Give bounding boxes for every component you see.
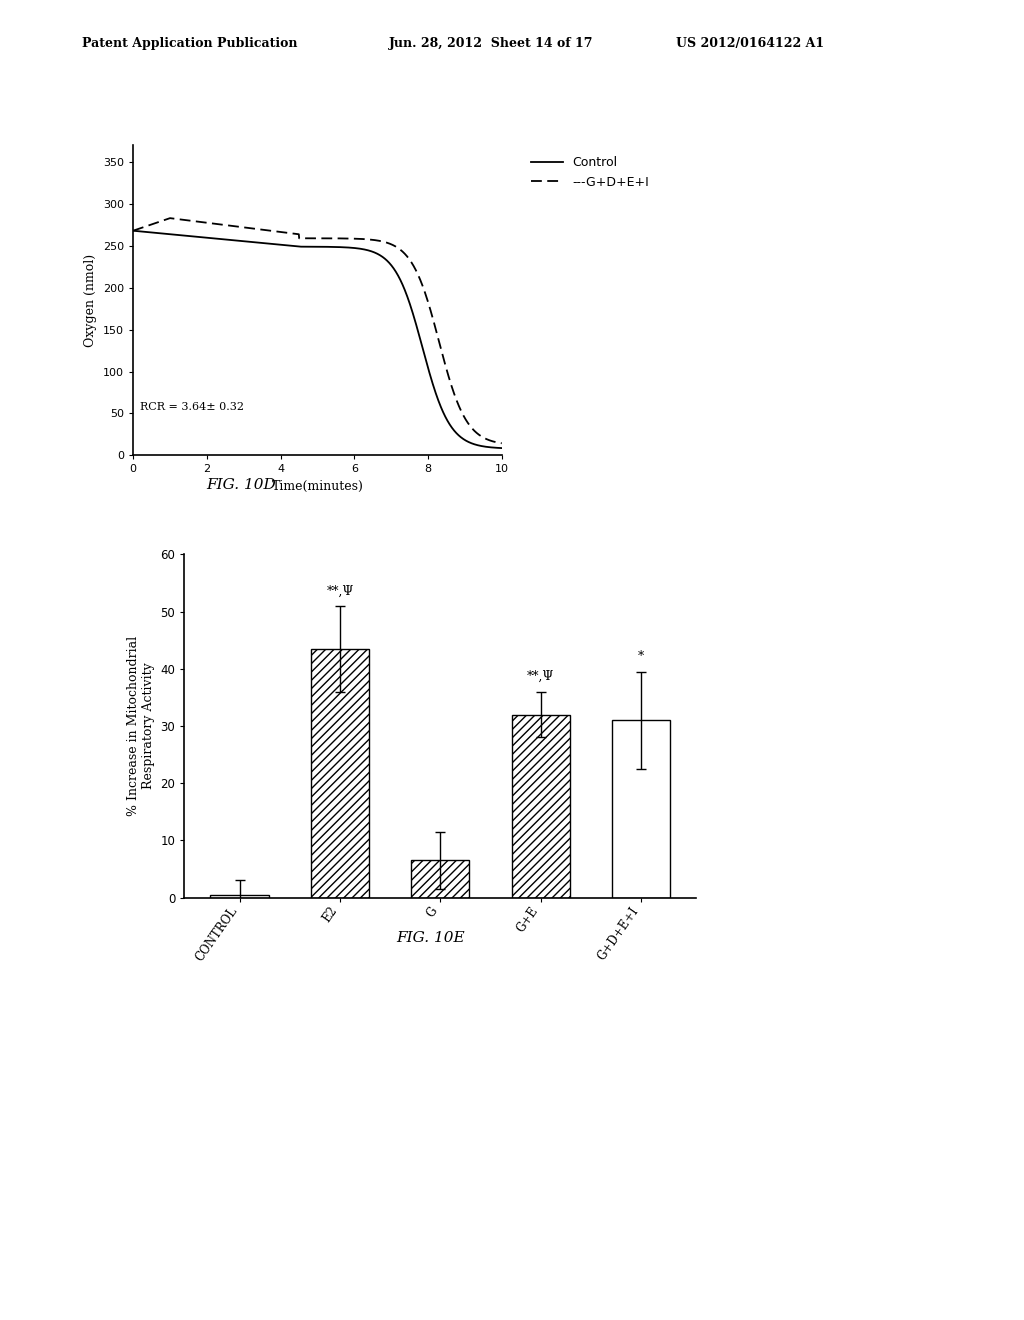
Text: **,Ψ: **,Ψ [527, 671, 554, 682]
Bar [612, 721, 671, 898]
Text: Jun. 28, 2012  Sheet 14 of 17: Jun. 28, 2012 Sheet 14 of 17 [389, 37, 594, 50]
Text: *: * [638, 649, 644, 663]
Text: FIG. 10E: FIG. 10E [395, 931, 465, 945]
X-axis label: Time(minutes): Time(minutes) [271, 480, 364, 492]
Y-axis label: Oxygen (nmol): Oxygen (nmol) [84, 253, 97, 347]
Text: **,Ψ: **,Ψ [327, 585, 353, 597]
Text: Patent Application Publication: Patent Application Publication [82, 37, 297, 50]
Legend: Control, ---G+D+E+I: Control, ---G+D+E+I [526, 152, 654, 194]
Text: RCR = 3.64± 0.32: RCR = 3.64± 0.32 [140, 403, 245, 412]
Text: US 2012/0164122 A1: US 2012/0164122 A1 [676, 37, 824, 50]
Bar [512, 714, 569, 898]
Bar [412, 861, 469, 898]
Text: FIG. 10D: FIG. 10D [206, 478, 275, 492]
Bar [210, 895, 268, 898]
Bar [311, 648, 369, 898]
Y-axis label: % Increase in Mitochondrial
Respiratory Activity: % Increase in Mitochondrial Respiratory … [127, 636, 155, 816]
